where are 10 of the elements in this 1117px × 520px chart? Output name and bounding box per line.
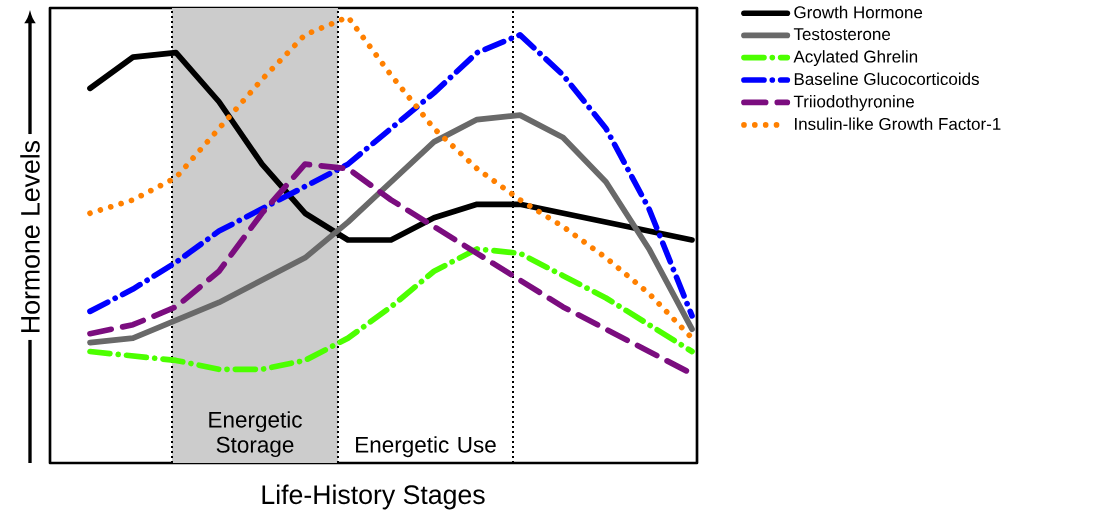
x-axis-title: Life-History Stages [262,484,485,510]
annotation: Energetic Use [356,436,496,458]
legend-label: Insulin-like Growth Factor-1 [795,117,1001,130]
legend-label: Testosterone [793,28,891,41]
legend-label: Triiodothyronine [793,95,914,111]
y-axis-title: Hormone Levels [20,140,40,332]
legend-label: Acylated Ghrelin [793,50,918,67]
annotation: Energetic Storage [209,411,302,458]
legend-label: Growth Hormone [794,5,923,19]
legend-label: Baseline Glucocorticoids [794,72,979,86]
